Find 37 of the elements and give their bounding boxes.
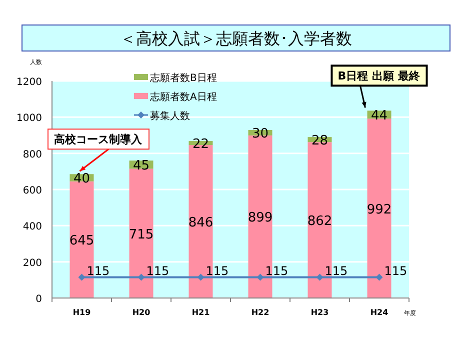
data-label: 846: [188, 216, 214, 231]
data-label: 992: [366, 202, 392, 218]
data-label: 862: [307, 214, 332, 230]
y-tick-label: 1200: [16, 77, 42, 88]
data-label: 115: [384, 264, 408, 278]
legend-label: 志願者数A日程: [150, 91, 217, 103]
data-label: 28: [311, 134, 328, 149]
data-label: 115: [324, 264, 348, 278]
x-tick-label: H20: [132, 308, 151, 317]
data-label: 44: [370, 108, 388, 124]
x-tick-label: H21: [192, 308, 210, 317]
data-label: 45: [132, 158, 150, 174]
y-tick-label: 200: [22, 258, 42, 269]
legend-label: 志願者数B日程: [150, 72, 217, 84]
chart-title: ＜高校入試＞志願者数･入学者数: [120, 29, 352, 48]
annotation: 高校コース制導入: [54, 133, 143, 146]
legend-label: 募集人数: [150, 110, 190, 122]
data-label: 115: [86, 264, 110, 278]
data-label: 115: [146, 264, 170, 278]
x-tick-label: H22: [251, 308, 270, 317]
data-label: 30: [252, 126, 269, 142]
data-label: 40: [73, 172, 90, 187]
data-label: 899: [248, 210, 273, 226]
x-tick-label: H24: [370, 308, 389, 317]
y-tick-label: 1000: [16, 113, 42, 124]
x-tick-label: H23: [310, 308, 329, 317]
data-label: 115: [206, 264, 229, 278]
data-label: 645: [69, 234, 94, 249]
annotation: B日程 出願 最終: [338, 70, 421, 83]
y-tick-label: 400: [22, 222, 42, 233]
y-tick-label: 600: [22, 186, 42, 196]
x-tick-label: H19: [72, 308, 92, 317]
y-tick-label: 800: [22, 149, 42, 160]
data-label: 22: [192, 137, 210, 152]
data-label: 715: [128, 227, 154, 242]
data-label: 115: [265, 264, 288, 278]
y-tick-label: 0: [36, 294, 42, 305]
